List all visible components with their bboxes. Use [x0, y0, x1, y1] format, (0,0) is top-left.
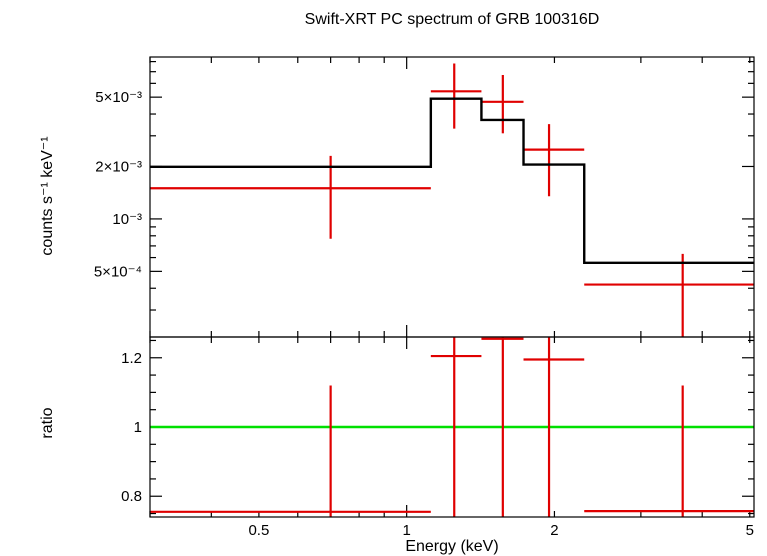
x-tick-label: 0.5	[248, 522, 269, 539]
spectrum-panel: 5×10⁻³ 2×10⁻³ 10⁻³ 5×10⁻⁴	[94, 56, 755, 338]
x-tick-label: 2	[550, 522, 558, 539]
bottom-y-tick-label: 0.8	[121, 488, 142, 505]
chart-title: Swift-XRT PC spectrum of GRB 100316D	[305, 11, 600, 28]
spectrum-data-point	[430, 63, 482, 129]
ratio-frame	[149, 336, 755, 518]
ratio-data-point	[523, 337, 585, 517]
top-y-tick-label: 2×10⁻³	[95, 158, 142, 175]
top-y-tick-label: 5×10⁻⁴	[94, 263, 142, 280]
spectrum-data-point	[523, 124, 585, 197]
spectrum-data-point	[584, 253, 754, 337]
spectrum-data-point	[481, 75, 524, 134]
bottom-y-tick-label: 1	[134, 419, 142, 436]
ratio-data-point	[584, 385, 754, 517]
bottom-y-axis-label: ratio	[39, 407, 56, 438]
top-y-axis-label: counts s⁻¹ keV⁻¹	[39, 136, 56, 255]
spectrum-data-point	[150, 155, 431, 239]
ratio-panel: 1.2 1 0.8 0.5 1 2 5	[121, 336, 755, 539]
model-step-line	[150, 97, 754, 264]
x-tick-label: 1	[402, 522, 410, 539]
x-tick-label: 5	[746, 522, 754, 539]
bottom-y-tick-label: 1.2	[121, 350, 142, 367]
top-y-tick-label: 5×10⁻³	[95, 89, 142, 106]
ratio-data-point	[430, 337, 482, 517]
top-y-tick-label: 10⁻³	[112, 211, 142, 228]
ratio-data-point	[150, 385, 431, 517]
ratio-data-point	[481, 337, 524, 517]
x-axis-label: Energy (keV)	[405, 538, 498, 555]
